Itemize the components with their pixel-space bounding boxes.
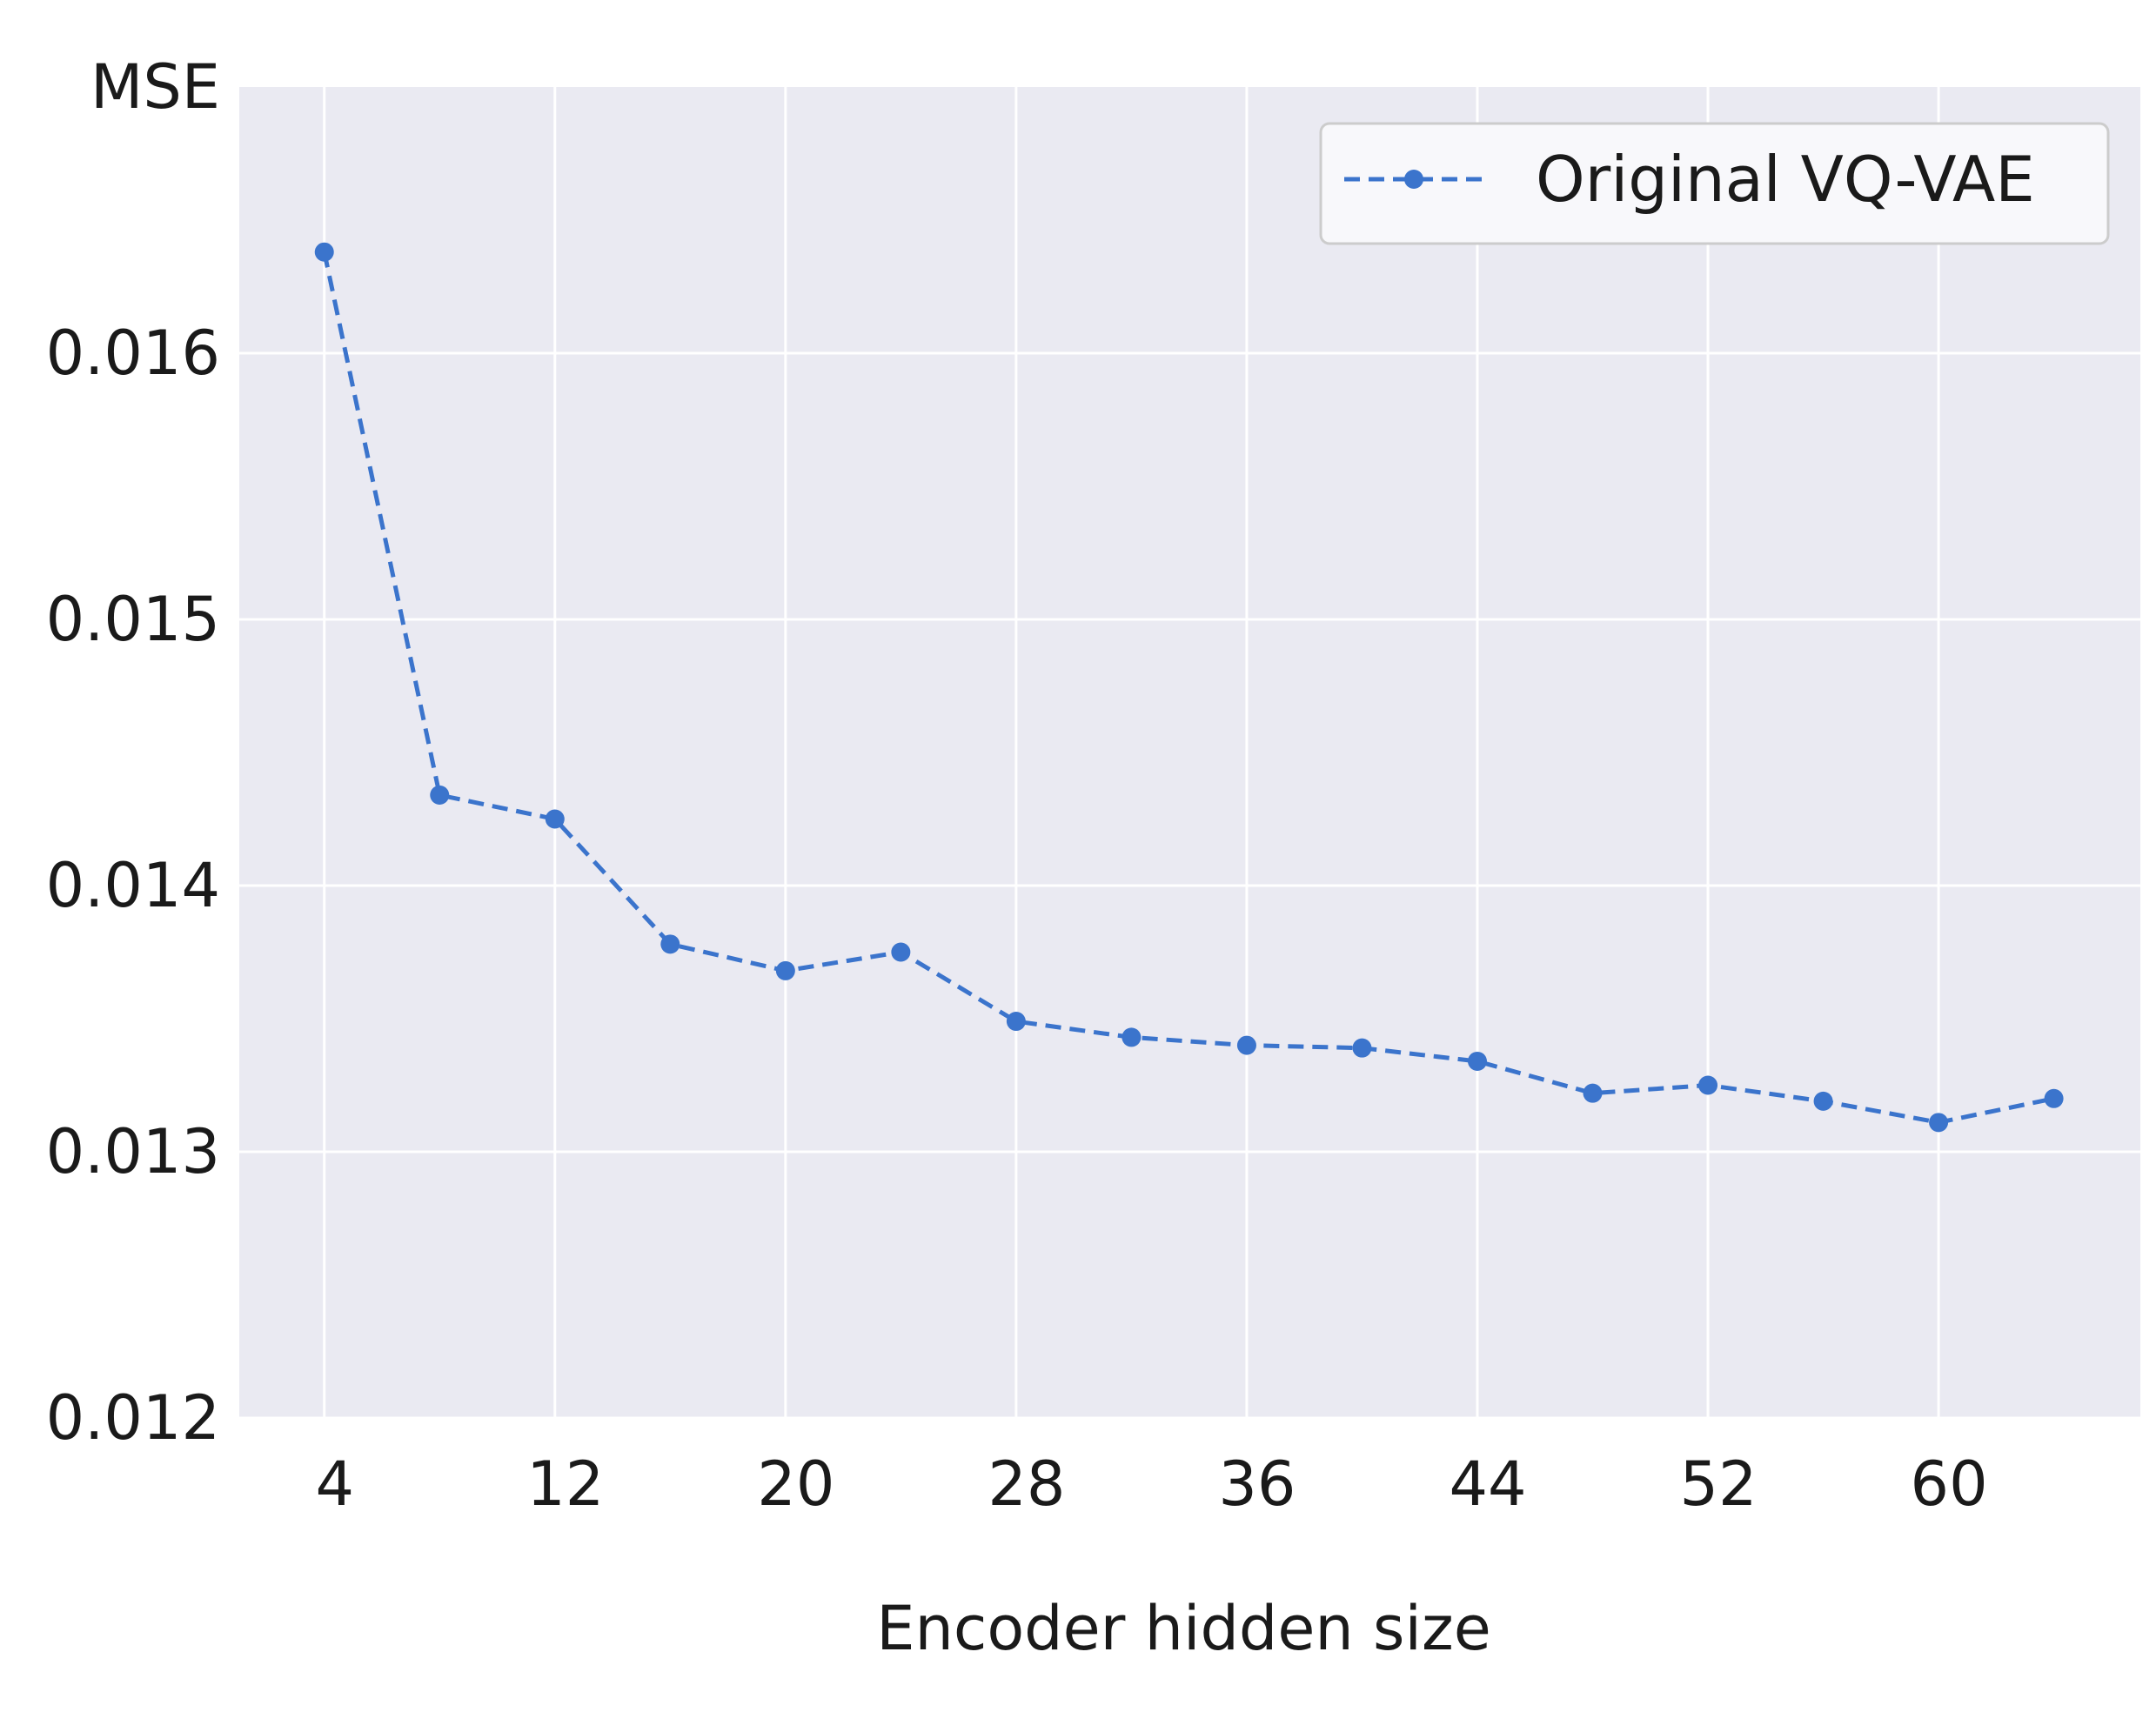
- data-point: [545, 809, 565, 829]
- x-tick-label: 12: [526, 1448, 604, 1520]
- axis-layer: 0.012 0.013 0.014 0.015 0.016 4 12 20 28 36 44 52 60: [46, 318, 1988, 1520]
- data-point: [660, 934, 680, 954]
- y-tick-label: 0.013: [46, 1116, 220, 1187]
- data-point: [775, 960, 795, 980]
- data-point: [1698, 1075, 1718, 1095]
- y-axis-label: MSE: [90, 51, 220, 123]
- x-axis-label: Encoder hidden size: [876, 1593, 1491, 1664]
- data-point: [314, 242, 334, 262]
- data-point: [1006, 1012, 1026, 1032]
- data-point: [1813, 1091, 1833, 1111]
- data-point: [1467, 1051, 1487, 1071]
- y-tick-label: 0.016: [46, 318, 220, 389]
- legend-marker-swatch: [1404, 170, 1423, 189]
- data-point: [1352, 1038, 1372, 1058]
- data-point: [1929, 1113, 1949, 1133]
- data-point: [1236, 1035, 1256, 1055]
- data-point: [891, 942, 911, 962]
- legend-label-original-vq-vae: Original VQ-VAE: [1536, 143, 2035, 216]
- series-line-original-vq-vae: [322, 251, 2055, 1125]
- x-tick-label: 20: [757, 1448, 834, 1520]
- x-tick-label: 4: [315, 1448, 354, 1520]
- grid-layer: [239, 87, 2140, 1420]
- series-layer: [314, 242, 2064, 1133]
- x-tick-label: 60: [1911, 1448, 1988, 1520]
- legend-box: [1319, 122, 2110, 245]
- data-point: [1583, 1083, 1603, 1103]
- y-tick-label: 0.015: [46, 584, 220, 655]
- plot-area: [239, 87, 2140, 1418]
- y-tick-label: 0.012: [46, 1382, 220, 1454]
- data-point: [430, 785, 450, 805]
- data-point: [2044, 1088, 2064, 1108]
- legend: Original VQ-VAE: [1319, 122, 2110, 245]
- y-tick-label: 0.014: [46, 850, 220, 921]
- x-tick-label: 28: [988, 1448, 1065, 1520]
- data-point: [1122, 1027, 1142, 1047]
- x-tick-label: 36: [1218, 1448, 1296, 1520]
- x-tick-label: 44: [1449, 1448, 1526, 1520]
- x-tick-label: 52: [1679, 1448, 1757, 1520]
